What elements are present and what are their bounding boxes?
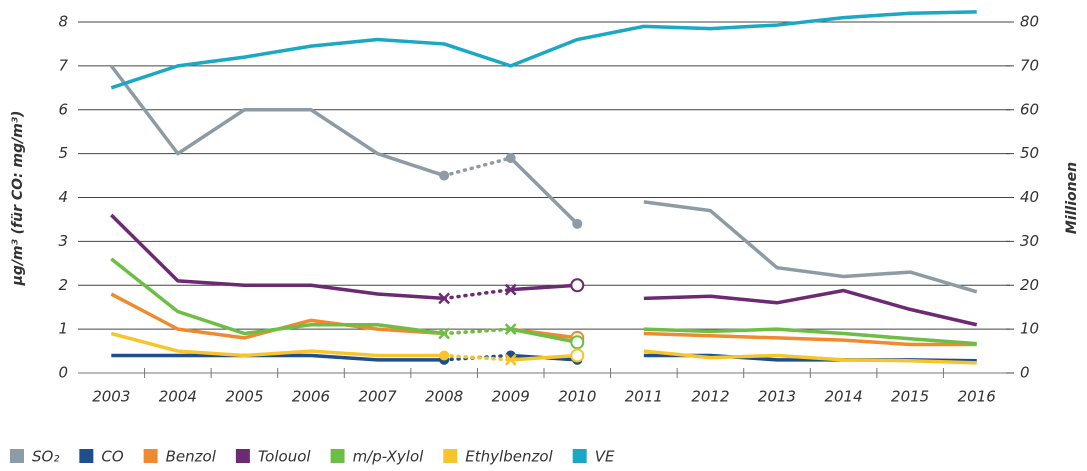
line [110, 10, 977, 90]
line [643, 288, 978, 327]
line [510, 283, 578, 292]
line [109, 64, 445, 178]
line [110, 213, 445, 301]
legend-label: Ethylbenzol [465, 448, 553, 466]
legend-label: VE [595, 448, 615, 466]
line [510, 353, 578, 362]
x-tick-label: 2016 [958, 388, 996, 406]
marker [570, 348, 585, 363]
x-tick-label: 2003 [92, 388, 130, 406]
y-tick-label: 1 [58, 320, 68, 338]
legend-swatch [10, 449, 24, 463]
line [111, 353, 445, 362]
marker [438, 292, 451, 305]
line [110, 257, 445, 336]
x-tick-label: 2014 [824, 388, 862, 406]
marker [570, 278, 585, 293]
line-dotted [442, 327, 513, 336]
legend-swatch [330, 449, 345, 463]
legend-label: m/p-Xylol [353, 448, 425, 466]
y-tick-label: 7 [58, 56, 68, 74]
x-tick-label: 2006 [292, 388, 330, 406]
marker [438, 327, 451, 340]
legend-swatch [143, 449, 158, 463]
legend-swatch [79, 449, 94, 463]
y2-tick-label: 10 [1020, 320, 1039, 338]
marker [570, 335, 585, 350]
line [643, 331, 977, 347]
y2-tick-label: 80 [1020, 13, 1039, 31]
y2-tick-label: 60 [1020, 100, 1039, 118]
line-dotted [442, 287, 513, 301]
x-tick-label: 2008 [425, 388, 463, 406]
y-tick-label: 3 [58, 232, 68, 250]
y2-tick-label: 30 [1020, 232, 1039, 250]
x-tick-label: 2007 [358, 388, 397, 406]
x-tick-label: 2005 [225, 388, 263, 406]
x-tick-label: 2015 [891, 388, 929, 406]
x-tick-label: 2012 [691, 388, 729, 406]
legend-label: CO [101, 448, 123, 466]
y-tick-label: 6 [58, 100, 68, 118]
y2-tick-label: 50 [1020, 144, 1039, 162]
line [510, 327, 578, 345]
line [643, 349, 977, 365]
line [643, 200, 978, 294]
y-tick-label: 2 [58, 276, 68, 294]
y-tick-label: 0 [58, 364, 68, 382]
y2-tick-label: 70 [1020, 56, 1039, 74]
legend-label: Benzol [166, 448, 217, 466]
legend-swatch [572, 449, 587, 463]
marker [439, 170, 450, 181]
y2-tick-label: 0 [1020, 364, 1030, 382]
legend-swatch [443, 449, 458, 463]
line-dotted [442, 156, 513, 178]
y-axis-label: µg/m³ (für CO: mg/m³) [10, 111, 26, 287]
y2-axis-label: Millionen [1064, 162, 1080, 234]
y2-tick-label: 20 [1020, 276, 1039, 294]
y-tick-label: 5 [58, 144, 68, 162]
y2-tick-label: 40 [1020, 188, 1039, 206]
x-tick-label: 2013 [758, 388, 796, 406]
y-tick-label: 4 [58, 188, 68, 206]
line-dotted [442, 353, 513, 362]
line [110, 331, 445, 358]
x-tick-label: 2010 [558, 388, 596, 406]
x-tick-label: 2011 [625, 388, 663, 406]
line [509, 156, 579, 226]
y-tick-label: 8 [58, 13, 68, 31]
marker [572, 218, 583, 229]
legend-label: Tolouol [258, 448, 312, 466]
marker [504, 283, 517, 296]
x-tick-label: 2009 [492, 388, 530, 406]
marker [439, 350, 450, 361]
marker [504, 353, 517, 366]
x-tick-label: 2004 [159, 388, 197, 406]
marker [505, 153, 516, 164]
legend-swatch [235, 449, 250, 463]
line [643, 327, 977, 346]
legend-label: SO₂ [32, 448, 59, 466]
marker [504, 323, 517, 336]
